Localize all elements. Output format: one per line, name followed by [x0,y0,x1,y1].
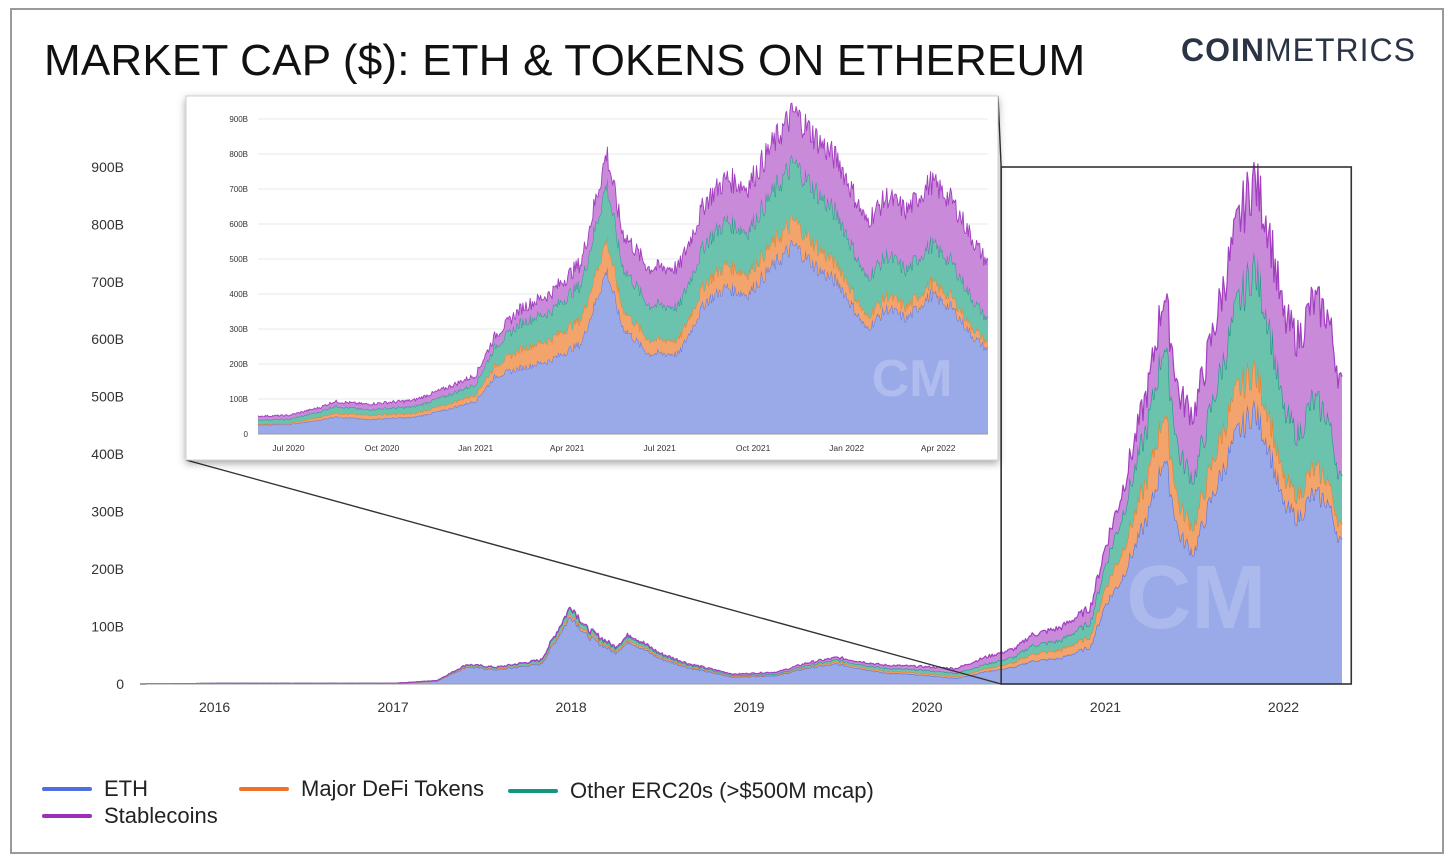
legend-label-eth: ETH [104,776,148,801]
area-eth [140,399,1342,684]
legend-swatch-defi [239,787,289,791]
area-defi [258,214,988,425]
y-tick-label: 700B [229,185,248,194]
legend: ETH Major DeFi Tokens Other ERC20s (>$50… [42,774,1042,834]
x-tick-label: 2020 [911,699,942,715]
y-tick-label: 0 [116,676,124,692]
legend-item-stablecoins: Stablecoins [42,803,218,829]
legend-label-stablecoins: Stablecoins [104,803,218,828]
x-tick-label: 2021 [1090,699,1121,715]
legend-swatch-stablecoins [42,814,92,818]
x-tick-label: 2019 [733,699,764,715]
inset-x-tick-label: Jul 2020 [272,443,304,453]
inset-x-tick-label: Jul 2021 [644,443,676,453]
y-tick-label: 800B [91,216,124,232]
inset-x-tick-label: Oct 2021 [736,443,771,453]
inset-chart: 0 100B 200B 300B 400B 500B 600B 700B 800B 900B Jul… [185,95,999,461]
y-tick-label: 600B [229,220,248,229]
y-tick-label: 300B [229,325,248,334]
y-tick-label: 400B [229,290,248,299]
inset-x-tick-label: Oct 2020 [365,443,400,453]
brand-logo-bold: COIN [1181,32,1265,68]
area-stablecoins [258,103,988,421]
inset-x-tick-label: Apr 2021 [550,443,585,453]
y-tick-label: 500B [91,389,124,405]
y-tick-label: 900B [91,159,124,175]
area-eth [258,239,988,434]
y-tick-label: 500B [229,255,248,264]
y-tick-label: 900B [229,115,248,124]
zoom-connector-lines [185,95,1002,685]
brand-logo-light: METRICS [1265,32,1416,68]
inset-x-tick-label: Jan 2021 [458,443,493,453]
y-tick-label: 800B [229,150,248,159]
legend-swatch-eth [42,787,92,791]
line-stablecoins [257,102,989,418]
watermark-logo: CM [1126,548,1266,648]
legend-label-defi: Major DeFi Tokens [301,776,484,801]
legend-item-eth: ETH [42,776,148,802]
y-tick-label: 200B [229,360,248,369]
zoom-region-box [1000,166,1353,685]
y-tick-label: 0 [244,430,249,439]
y-tick-label: 100B [229,395,248,404]
y-tick-label: 700B [91,274,124,290]
y-tick-label: 600B [91,331,124,347]
y-tick-label: 200B [91,561,124,577]
legend-swatch-erc20 [508,789,558,793]
x-tick-label: 2016 [199,699,230,715]
main-chart: 0 100B 200B 300B 400B 500B 600B 700B 800B 900B 201… [91,159,1353,715]
connector-line-bottom [185,459,1002,685]
y-tick-label: 100B [91,618,124,634]
area-erc20 [258,155,988,425]
legend-item-erc20: Other ERC20s (>$500M mcap) [508,778,874,804]
y-tick-label: 300B [91,504,124,520]
inset-x-tick-label: Jan 2022 [829,443,864,453]
x-tick-label: 2022 [1268,699,1299,715]
legend-item-defi: Major DeFi Tokens [239,776,484,802]
chart-title: MARKET CAP ($): ETH & TOKENS ON ETHEREUM [44,36,1086,85]
inset-x-tick-label: Apr 2022 [921,443,956,453]
y-tick-label: 400B [91,446,124,462]
x-tick-label: 2018 [555,699,586,715]
legend-label-erc20: Other ERC20s (>$500M mcap) [570,778,874,803]
inset-watermark-logo: CM [872,350,953,408]
x-tick-label: 2017 [378,699,409,715]
connector-line-top [997,95,1002,168]
brand-logo: COINMETRICS [1181,32,1416,69]
